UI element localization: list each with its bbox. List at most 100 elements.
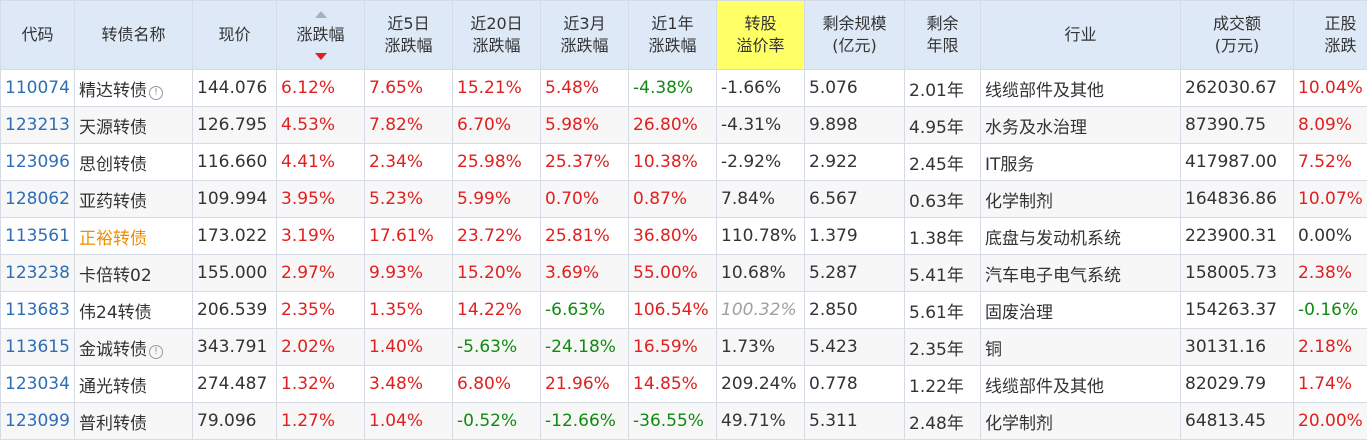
premium-cell: 49.71% xyxy=(716,402,805,440)
bond-code-link[interactable]: 123238 xyxy=(0,254,75,292)
bond-code-link[interactable]: 123213 xyxy=(0,106,75,144)
scale-cell: 0.778 xyxy=(804,365,905,403)
bond-code-link[interactable]: 113561 xyxy=(0,217,75,255)
premium-cell: 10.68% xyxy=(716,254,805,292)
premium-cell: -1.66% xyxy=(716,69,805,107)
col-header-stock-change[interactable]: 正股 涨跌 xyxy=(1293,0,1367,70)
info-icon[interactable]: ! xyxy=(149,344,163,359)
change-20d-cell: 6.70% xyxy=(452,106,541,144)
bond-name-cell[interactable]: 精达转债! xyxy=(74,69,193,107)
bond-name-link[interactable]: 正裕转债 xyxy=(79,228,147,249)
industry-cell: 线缆部件及其他 xyxy=(980,365,1181,403)
change-3m-cell: 5.48% xyxy=(540,69,629,107)
col-header-20d-change[interactable]: 近20日 涨跌幅 xyxy=(452,0,541,70)
change-20d-cell: -5.63% xyxy=(452,328,541,366)
col-header-volume-line1: 成交额 xyxy=(1212,14,1261,33)
stock-change-cell: 20.00% xyxy=(1293,402,1367,440)
change-1y-cell: 106.54% xyxy=(628,291,717,329)
sort-ascending-icon xyxy=(314,11,327,18)
table-row: 123096 思创转债 116.660 4.41% 2.34% 25.98% 2… xyxy=(0,143,1367,181)
change-3m-cell: 3.69% xyxy=(540,254,629,292)
change-3m-cell: -6.63% xyxy=(540,291,629,329)
col-header-industry[interactable]: 行业 xyxy=(980,0,1181,70)
bond-name-link[interactable]: 思创转债 xyxy=(74,143,193,181)
scale-cell: 6.567 xyxy=(804,180,905,218)
table-header-row: 代码 转债名称 现价 涨跌幅 近5日 涨跌幅 近20日 涨跌幅 近3月 涨跌幅 近1年… xyxy=(0,0,1367,70)
table-row: 113561 正裕转债 173.022 3.19% 17.61% 23.72% … xyxy=(0,217,1367,255)
bond-name-link[interactable]: 天源转债 xyxy=(74,106,193,144)
col-header-3m-line1: 近3月 xyxy=(563,14,606,33)
stock-change-cell: -0.16% xyxy=(1293,291,1367,329)
change-1y-cell: 0.87% xyxy=(628,180,717,218)
col-header-1y-change[interactable]: 近1年 涨跌幅 xyxy=(628,0,717,70)
col-header-5d-change[interactable]: 近5日 涨跌幅 xyxy=(364,0,453,70)
col-header-volume-line2: (万元) xyxy=(1214,36,1260,55)
price-cell: 79.096 xyxy=(192,402,277,440)
volume-cell: 30131.16 xyxy=(1180,328,1294,366)
price-cell: 173.022 xyxy=(192,217,277,255)
stock-change-cell: 8.09% xyxy=(1293,106,1367,144)
premium-cell: 110.78% xyxy=(716,217,805,255)
col-header-1y-line2: 涨跌幅 xyxy=(648,36,697,55)
price-cell: 144.076 xyxy=(192,69,277,107)
bond-name-link[interactable]: 普利转债 xyxy=(74,402,193,440)
col-header-years[interactable]: 剩余 年限 xyxy=(904,0,981,70)
change-5d-cell: 2.34% xyxy=(364,143,453,181)
bond-code-link[interactable]: 128062 xyxy=(0,180,75,218)
info-icon[interactable]: ! xyxy=(149,85,163,100)
bond-code-link[interactable]: 123099 xyxy=(0,402,75,440)
col-header-3m-change[interactable]: 近3月涨跌幅 xyxy=(540,0,629,70)
change-cell: 2.02% xyxy=(276,328,365,366)
change-3m-cell: 5.98% xyxy=(540,106,629,144)
change-3m-cell: 25.81% xyxy=(540,217,629,255)
industry-cell: 底盘与发动机系统 xyxy=(980,217,1181,255)
volume-cell: 223900.31 xyxy=(1180,217,1294,255)
bond-name-link[interactable]: 通光转债 xyxy=(74,365,193,403)
volume-cell: 158005.73 xyxy=(1180,254,1294,292)
col-header-years-line2: 年限 xyxy=(926,36,959,55)
bond-code-link[interactable]: 123096 xyxy=(0,143,75,181)
col-header-code[interactable]: 代码 xyxy=(0,0,75,70)
scale-cell: 9.898 xyxy=(804,106,905,144)
change-1y-cell: 55.00% xyxy=(628,254,717,292)
years-cell: 1.22年 xyxy=(904,365,981,403)
table-body: 110074 精达转债! 144.076 6.12% 7.65% 15.21% … xyxy=(0,69,1367,440)
change-cell: 1.32% xyxy=(276,365,365,403)
col-header-premium-line1: 转股 xyxy=(744,14,777,33)
col-header-price[interactable]: 现价 xyxy=(192,0,277,70)
bond-code-link[interactable]: 110074 xyxy=(0,69,75,107)
change-cell: 6.12% xyxy=(276,69,365,107)
table-row: 113683 伟24转债 206.539 2.35% 1.35% 14.22% … xyxy=(0,291,1367,329)
bond-code-link[interactable]: 113683 xyxy=(0,291,75,329)
scale-cell: 5.311 xyxy=(804,402,905,440)
change-20d-cell: 14.22% xyxy=(452,291,541,329)
col-header-change[interactable]: 涨跌幅 xyxy=(276,0,365,70)
industry-cell: 铜 xyxy=(980,328,1181,366)
col-header-3m-line2: 涨跌幅 xyxy=(560,36,609,55)
bond-name-link[interactable]: 亚药转债 xyxy=(74,180,193,218)
premium-cell: 209.24% xyxy=(716,365,805,403)
bond-name-link[interactable]: 卡倍转02 xyxy=(74,254,193,292)
change-5d-cell: 17.61% xyxy=(364,217,453,255)
col-header-scale[interactable]: 剩余规模 (亿元) xyxy=(804,0,905,70)
bond-name-link[interactable]: 精达转债 xyxy=(79,80,147,101)
scale-cell: 2.850 xyxy=(804,291,905,329)
price-cell: 274.487 xyxy=(192,365,277,403)
bond-name-cell[interactable]: 正裕转债 xyxy=(74,217,193,255)
bond-name-link[interactable]: 金诚转债 xyxy=(79,339,147,360)
change-5d-cell: 5.23% xyxy=(364,180,453,218)
stock-change-cell: 1.74% xyxy=(1293,365,1367,403)
col-header-premium[interactable]: 转股 溢价率 xyxy=(716,0,805,70)
price-cell: 155.000 xyxy=(192,254,277,292)
bond-name-cell[interactable]: 金诚转债! xyxy=(74,328,193,366)
col-header-volume[interactable]: 成交额 (万元) xyxy=(1180,0,1294,70)
bond-code-link[interactable]: 123034 xyxy=(0,365,75,403)
table-row: 113615 金诚转债! 343.791 2.02% 1.40% -5.63% … xyxy=(0,328,1367,366)
bond-code-link[interactable]: 113615 xyxy=(0,328,75,366)
col-header-name[interactable]: 转债名称 xyxy=(74,0,193,70)
change-20d-cell: 15.21% xyxy=(452,69,541,107)
bond-name-link[interactable]: 伟24转债 xyxy=(74,291,193,329)
years-cell: 1.38年 xyxy=(904,217,981,255)
change-1y-cell: 36.80% xyxy=(628,217,717,255)
col-header-stock-line1: 正股 xyxy=(1324,14,1357,33)
